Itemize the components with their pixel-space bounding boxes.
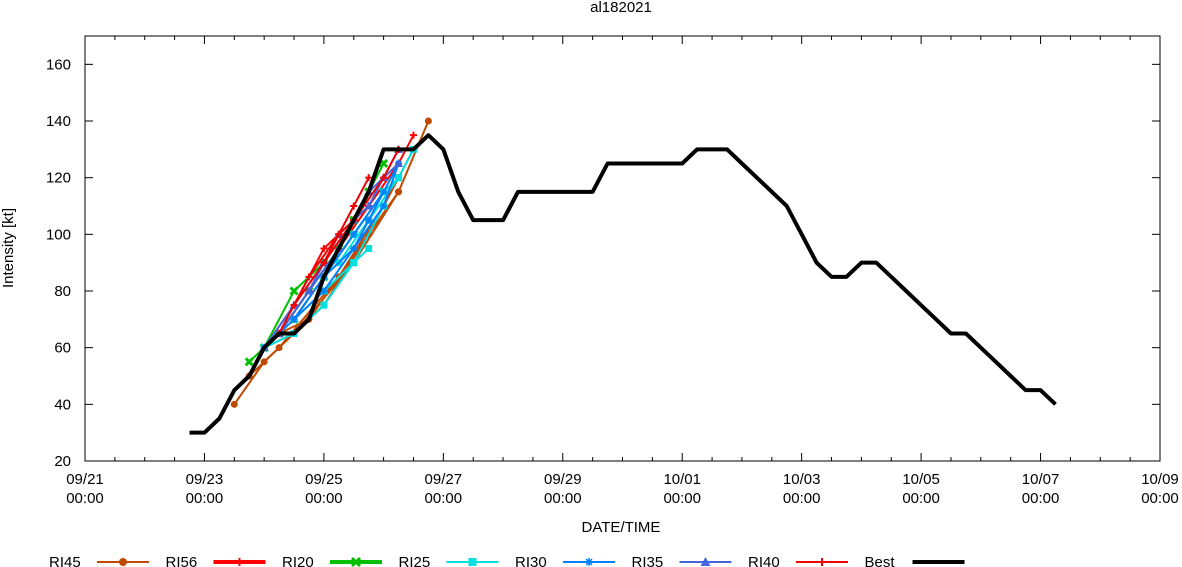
data-point xyxy=(290,315,298,323)
x-tick-label-date: 09/21 xyxy=(66,471,104,488)
x-tick-label-date: 09/29 xyxy=(544,471,582,488)
data-point xyxy=(320,259,328,267)
data-point xyxy=(290,301,298,309)
series-line xyxy=(323,163,400,278)
y-tick-label: 140 xyxy=(46,113,71,130)
x-tick-label-time: 00:00 xyxy=(1022,490,1060,507)
y-tick-label: 60 xyxy=(54,340,71,357)
plot-area xyxy=(189,117,1057,435)
data-point xyxy=(350,259,358,267)
y-tick-label: 80 xyxy=(54,283,71,300)
data-point xyxy=(365,245,373,252)
data-point xyxy=(275,344,283,352)
x-tick-label-time: 00:00 xyxy=(544,490,582,507)
x-tick-label-time: 00:00 xyxy=(902,490,940,507)
data-point xyxy=(409,131,417,139)
data-point xyxy=(394,159,404,167)
legend-label: RI45 xyxy=(49,554,81,567)
data-point xyxy=(364,201,374,210)
x-tick-label-time: 00:00 xyxy=(66,490,104,507)
y-tick-label: 120 xyxy=(46,170,71,187)
data-point xyxy=(230,400,238,408)
best-track-line xyxy=(189,133,1057,435)
data-point xyxy=(235,558,244,566)
data-point xyxy=(289,286,299,296)
x-tick-label-date: 09/25 xyxy=(305,471,343,488)
legend-label: RI20 xyxy=(282,554,314,567)
series-line xyxy=(338,148,415,264)
x-axis-title: DATE/TIME xyxy=(582,519,661,536)
data-point xyxy=(305,273,313,281)
data-point xyxy=(700,557,711,566)
data-point xyxy=(320,301,328,309)
axis-ticks: 20 40 60 80 100 120 140 160 09/21 00:00 09/23 00:00… xyxy=(46,36,1179,507)
legend-label: RI56 xyxy=(166,554,198,567)
data-point xyxy=(350,230,358,238)
y-axis-title: Intensity [kt] xyxy=(0,208,17,288)
plot-frame xyxy=(84,35,1161,462)
x-tick-label-date: 09/23 xyxy=(186,471,224,488)
data-point xyxy=(350,245,358,252)
x-tick-label-date: 10/05 xyxy=(902,471,940,488)
x-tick-label-date: 10/03 xyxy=(783,471,821,488)
series-line xyxy=(293,177,370,306)
data-point xyxy=(320,245,328,252)
x-tick-label-time: 00:00 xyxy=(783,490,821,507)
x-tick-label-time: 00:00 xyxy=(663,490,701,507)
data-point xyxy=(365,174,373,182)
data-point xyxy=(585,558,593,566)
legend-label: RI40 xyxy=(748,554,780,567)
data-point xyxy=(350,556,362,567)
data-point xyxy=(365,216,373,224)
x-tick-label-time: 00:00 xyxy=(1141,490,1179,507)
legend: RI45 RI56 RI20 RI25 RI30 RI35 RI40 Best xyxy=(49,554,965,567)
data-point xyxy=(468,558,477,566)
data-point xyxy=(304,286,314,295)
data-point xyxy=(119,558,127,566)
legend-label: RI30 xyxy=(515,554,547,567)
series-line xyxy=(323,148,400,264)
y-tick-label: 100 xyxy=(46,226,71,243)
y-tick-label: 160 xyxy=(46,56,71,73)
y-tick-label: 40 xyxy=(54,396,71,413)
data-point xyxy=(380,202,388,210)
data-point xyxy=(320,287,328,295)
data-point xyxy=(424,117,432,125)
x-tick-label-time: 00:00 xyxy=(186,490,224,507)
data-point xyxy=(395,188,403,196)
y-tick-label: 20 xyxy=(54,453,71,470)
x-tick-label-date: 10/09 xyxy=(1141,471,1179,488)
series-ri30 xyxy=(290,160,403,323)
legend-label: RI25 xyxy=(399,554,431,567)
chart-title: al182021 xyxy=(590,0,652,16)
data-point xyxy=(350,202,358,210)
x-tick-label-time: 00:00 xyxy=(425,490,463,507)
x-tick-label-date: 10/01 xyxy=(663,471,701,488)
data-point xyxy=(380,174,388,182)
x-tick-label-date: 10/07 xyxy=(1022,471,1060,488)
data-point xyxy=(818,558,826,566)
legend-label: Best xyxy=(865,554,896,567)
x-tick-label-date: 09/27 xyxy=(425,471,463,488)
x-tick-label-time: 00:00 xyxy=(305,490,343,507)
data-point xyxy=(244,357,254,367)
data-point xyxy=(395,174,403,182)
legend-label: RI35 xyxy=(632,554,664,567)
